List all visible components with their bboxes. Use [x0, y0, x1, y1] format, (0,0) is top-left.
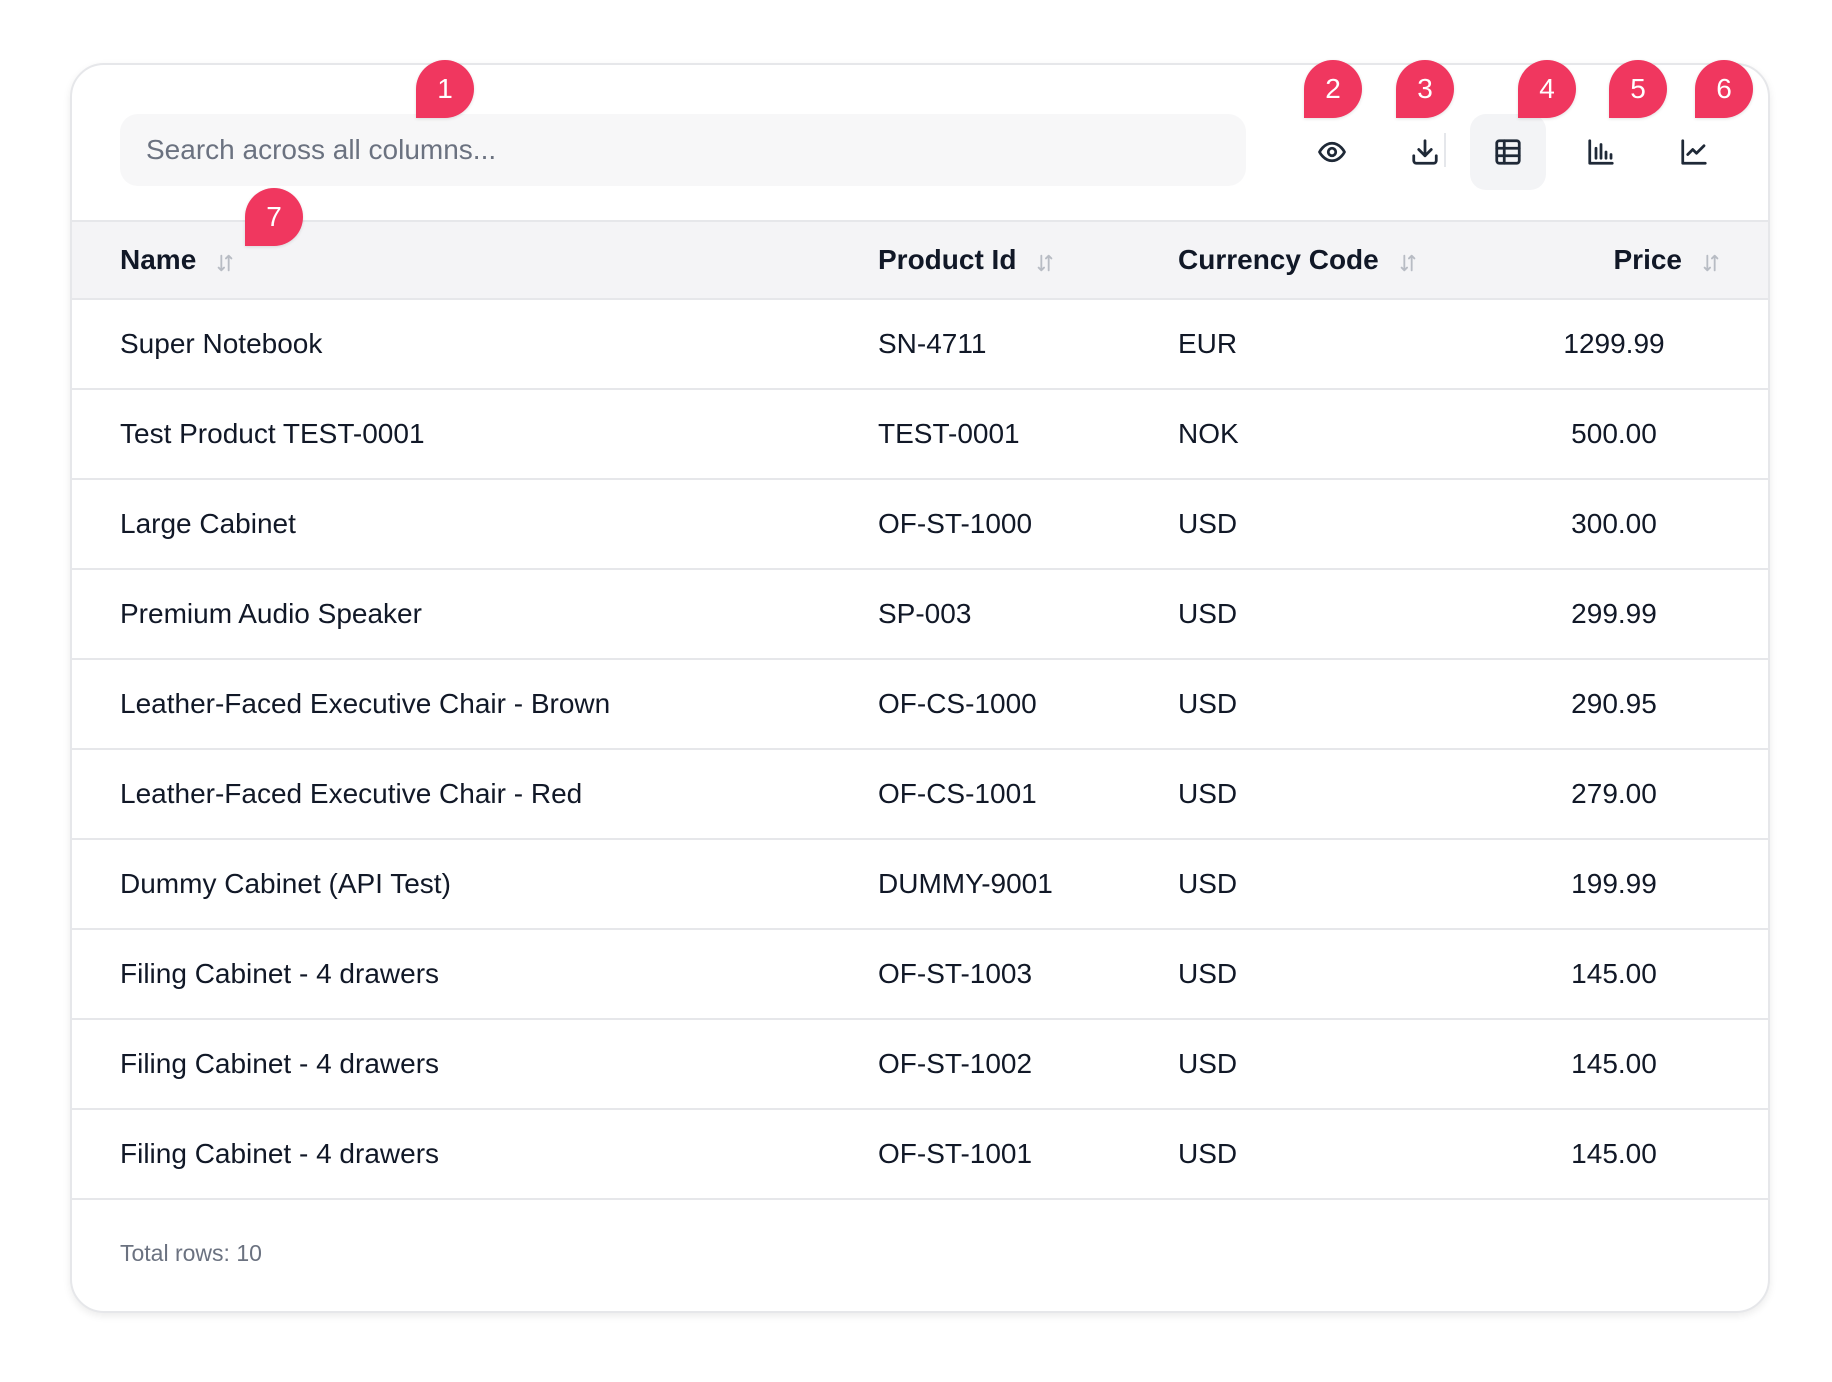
cell-product-id: OF-ST-1000	[878, 508, 1033, 539]
eye-icon	[1318, 141, 1346, 163]
cell-product-id: OF-ST-1002	[878, 1048, 1033, 1079]
data-table-card: Name Product Id Currency Code Price S	[70, 63, 1770, 1313]
sort-icon[interactable]	[1034, 249, 1056, 272]
bar-chart-icon	[1588, 139, 1614, 165]
annotation-badge-3: 3	[1396, 60, 1454, 118]
cell-price: 290.95	[1571, 688, 1657, 719]
cell-product-id: SN-4711	[878, 328, 987, 359]
column-header-label: Name	[120, 244, 197, 275]
table-row[interactable]: Leather-Faced Executive Chair - Brown OF…	[72, 660, 1768, 750]
cell-currency-code: USD	[1178, 958, 1238, 989]
cell-product-id: OF-CS-1001	[878, 778, 1037, 809]
column-header-label: Currency Code	[1178, 244, 1379, 275]
cell-name: Filing Cabinet - 4 drawers	[120, 958, 440, 989]
cell-currency-code: USD	[1178, 1138, 1238, 1169]
annotation-badge-6: 6	[1695, 60, 1753, 118]
cell-currency-code: USD	[1178, 778, 1238, 809]
bar-chart-view-button[interactable]	[1563, 114, 1639, 190]
cell-price: 145.00	[1571, 1138, 1657, 1169]
cell-currency-code: USD	[1178, 598, 1238, 629]
cell-currency-code: USD	[1178, 688, 1238, 719]
cell-name: Premium Audio Speaker	[120, 598, 422, 629]
cell-price: 299.99	[1571, 598, 1657, 629]
export-button[interactable]	[1387, 114, 1463, 190]
annotation-badge-2: 2	[1304, 60, 1362, 118]
table-row[interactable]: Filing Cabinet - 4 drawers OF-ST-1003 US…	[72, 930, 1768, 1020]
table-row[interactable]: Large Cabinet OF-ST-1000 USD 300.00	[72, 480, 1768, 570]
cell-price: 145.00	[1571, 958, 1657, 989]
cell-product-id: SP-003	[878, 598, 972, 629]
table-toolbar	[72, 65, 1768, 220]
table-row[interactable]: Premium Audio Speaker SP-003 USD 299.99	[72, 570, 1768, 660]
cell-currency-code: USD	[1178, 1048, 1238, 1079]
cell-product-id: OF-CS-1000	[878, 688, 1037, 719]
table-header: Name Product Id Currency Code Price	[72, 220, 1768, 300]
sort-icon[interactable]	[214, 249, 236, 272]
download-icon	[1412, 139, 1438, 165]
table-row[interactable]: Leather-Faced Executive Chair - Red OF-C…	[72, 750, 1768, 840]
table-row[interactable]: Filing Cabinet - 4 drawers OF-ST-1001 US…	[72, 1110, 1768, 1200]
total-rows-label: Total rows: 10	[120, 1240, 262, 1266]
cell-price: 300.00	[1571, 508, 1657, 539]
column-header-product-id[interactable]: Product Id	[878, 222, 1056, 298]
annotation-badge-1: 1	[416, 60, 474, 118]
sort-icon[interactable]	[1397, 249, 1419, 272]
cell-name: Large Cabinet	[120, 508, 296, 539]
cell-name: Super Notebook	[120, 328, 323, 359]
line-chart-icon	[1681, 139, 1707, 165]
cell-price: 145.00	[1571, 1048, 1657, 1079]
column-header-currency-code[interactable]: Currency Code	[1178, 222, 1419, 298]
toggle-columns-button[interactable]	[1294, 114, 1370, 190]
cell-product-id: DUMMY-9001	[878, 868, 1053, 899]
cell-product-id: TEST-0001	[878, 418, 1020, 449]
cell-name: Leather-Faced Executive Chair - Red	[120, 778, 583, 809]
cell-currency-code: USD	[1178, 868, 1238, 899]
sort-icon[interactable]	[1700, 249, 1722, 272]
cell-price: 199.99	[1571, 868, 1657, 899]
table-view-button[interactable]	[1470, 114, 1546, 190]
cell-name: Dummy Cabinet (API Test)	[120, 868, 451, 899]
table-row[interactable]: Super Notebook SN-4711 EUR 1299.99	[72, 300, 1768, 390]
column-header-label: Product Id	[878, 244, 1017, 275]
cell-product-id: OF-ST-1001	[878, 1138, 1033, 1169]
search-input[interactable]	[120, 114, 1246, 186]
table-row[interactable]: Filing Cabinet - 4 drawers OF-ST-1002 US…	[72, 1020, 1768, 1110]
line-chart-view-button[interactable]	[1656, 114, 1732, 190]
cell-price: 500.00	[1571, 418, 1657, 449]
cell-name: Filing Cabinet - 4 drawers	[120, 1138, 440, 1169]
toolbar-divider	[1444, 133, 1446, 167]
cell-price: 1299.99	[1563, 328, 1665, 359]
annotation-badge-4: 4	[1518, 60, 1576, 118]
cell-name: Filing Cabinet - 4 drawers	[120, 1048, 440, 1079]
table-row[interactable]: Test Product TEST-0001 TEST-0001 NOK 500…	[72, 390, 1768, 480]
table-body: Super Notebook SN-4711 EUR 1299.99 Test …	[72, 300, 1768, 1200]
cell-product-id: OF-ST-1003	[878, 958, 1033, 989]
column-header-name[interactable]: Name	[120, 222, 236, 298]
annotation-badge-7: 7	[245, 188, 303, 246]
cell-name: Leather-Faced Executive Chair - Brown	[120, 688, 611, 719]
cell-currency-code: USD	[1178, 508, 1238, 539]
cell-name: Test Product TEST-0001	[120, 418, 425, 449]
column-header-label: Price	[1613, 244, 1683, 275]
column-header-price[interactable]: Price	[1532, 222, 1722, 298]
annotation-badge-5: 5	[1609, 60, 1667, 118]
cell-currency-code: EUR	[1178, 328, 1238, 359]
table-row[interactable]: Dummy Cabinet (API Test) DUMMY-9001 USD …	[72, 840, 1768, 930]
table-icon	[1495, 139, 1521, 165]
cell-currency-code: NOK	[1178, 418, 1239, 449]
cell-price: 279.00	[1571, 778, 1657, 809]
